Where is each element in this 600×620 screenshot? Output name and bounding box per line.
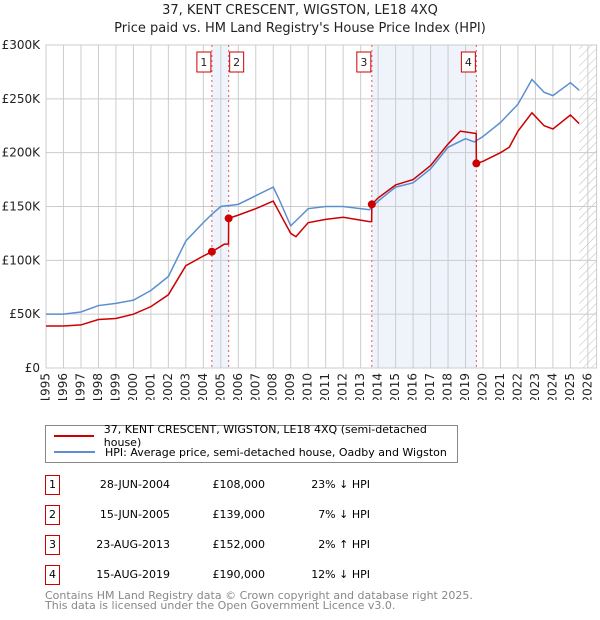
x-tick-label: 2018	[441, 373, 455, 400]
footer-line-2: This data is licensed under the Open Gov…	[45, 599, 396, 612]
x-tick-label: 1999	[108, 373, 122, 400]
x-tick-label: 2024	[545, 373, 559, 400]
sale-date: 28-JUN-2004	[99, 478, 170, 491]
sale-label-4: 4	[465, 56, 472, 69]
x-tick-label: 2006	[231, 373, 245, 400]
y-tick-label: £100K	[2, 253, 42, 267]
sale-hpi-diff: 7% ↓ HPI	[318, 508, 370, 521]
x-tick-label: 2015	[388, 373, 402, 400]
x-tick-label: 2010	[301, 373, 315, 400]
x-tick-label: 2025	[563, 373, 577, 400]
x-tick-label: 2020	[476, 373, 490, 400]
x-tick-label: 2001	[143, 373, 157, 400]
sale-number: 3	[45, 535, 60, 555]
legend-swatch-blue	[54, 451, 95, 453]
sale-number: 4	[45, 565, 60, 585]
sale-price: £108,000	[212, 478, 266, 491]
x-tick-label: 2012	[336, 373, 350, 400]
x-tick-label: 2011	[318, 373, 332, 400]
x-tick-label: 2022	[510, 373, 524, 400]
x-tick-label: 2019	[458, 373, 472, 400]
x-tick-label: 2000	[126, 373, 140, 400]
sale-point	[472, 159, 481, 168]
legend-item-hpi: HPI: Average price, semi-detached house,…	[54, 444, 447, 460]
sale-number: 1	[45, 475, 60, 495]
sale-price: £190,000	[212, 568, 266, 581]
sale-label-box	[229, 51, 245, 73]
x-tick-label: 2003	[178, 373, 192, 400]
x-tick-label: 2023	[528, 373, 542, 400]
sale-row: 1 28-JUN-2004 £108,000 23% ↓ HPI	[45, 475, 445, 495]
y-tick-label: £300K	[2, 38, 42, 52]
x-tick-label: 2017	[423, 373, 437, 400]
x-tick-label: 2002	[161, 373, 175, 400]
y-tick-label: £150K	[2, 200, 42, 214]
legend-item-property: 37, KENT CRESCENT, WIGSTON, LE18 4XQ (se…	[54, 423, 457, 449]
x-tick-label: 2008	[266, 373, 280, 400]
sale-row: 2 15-JUN-2005 £139,000 7% ↓ HPI	[45, 505, 445, 525]
plot-border	[45, 44, 598, 369]
sale-date: 15-JUN-2005	[99, 508, 170, 521]
price-chart: 1995 1996 1997 1998 1999 2000 2001 2002 2003 2004…	[2, 38, 598, 400]
x-tick-label: 1996	[56, 373, 70, 400]
sale-point	[207, 247, 216, 256]
sale-label-1: 1	[200, 56, 207, 69]
property-price-line	[46, 111, 580, 327]
sale-row: 3 23-AUG-2013 £152,000 2% ↑ HPI	[45, 535, 445, 555]
legend-swatch-red	[54, 435, 94, 437]
sale-label-3: 3	[360, 56, 367, 69]
sale-hpi-diff: 2% ↑ HPI	[318, 538, 370, 551]
x-tick-label: 2014	[371, 373, 385, 400]
sale-point	[224, 214, 233, 223]
x-tick-label: 2009	[283, 373, 297, 400]
y-tick-label: £50K	[9, 307, 41, 321]
y-tick-label: £200K	[2, 146, 42, 160]
sale-price: £139,000	[212, 508, 266, 521]
sale-point	[367, 200, 376, 209]
hpi-line	[46, 78, 580, 315]
sale-label-box	[356, 51, 372, 73]
x-tick-label: 1995	[39, 373, 53, 400]
footer-line-1: Contains HM Land Registry data © Crown c…	[45, 589, 473, 602]
sale-date: 15-AUG-2019	[96, 568, 170, 581]
sale-hpi-diff: 23% ↓ HPI	[311, 478, 370, 491]
x-tick-label: 2007	[248, 373, 262, 400]
legend-label: HPI: Average price, semi-detached house,…	[105, 445, 447, 459]
y-tick-label: £0	[25, 361, 40, 375]
x-tick-label: 1997	[73, 373, 87, 400]
chart-subtitle: Price paid vs. HM Land Registry's House …	[114, 21, 486, 36]
sale-hpi-diff: 12% ↓ HPI	[311, 568, 370, 581]
y-tick-label: £250K	[2, 92, 42, 106]
legend-label: 37, KENT CRESCENT, WIGSTON, LE18 4XQ (se…	[103, 423, 427, 449]
x-tick-label: 2013	[353, 373, 367, 400]
x-tick-label: 2005	[213, 373, 227, 400]
sale-row: 4 15-AUG-2019 £190,000 12% ↓ HPI	[45, 565, 445, 585]
x-tick-label: 2026	[580, 373, 594, 400]
x-tick-label: 2004	[196, 373, 210, 400]
x-tick-label: 2016	[406, 373, 420, 400]
x-tick-label: 1998	[91, 373, 105, 400]
legend: 37, KENT CRESCENT, WIGSTON, LE18 4XQ (se…	[45, 423, 458, 463]
sale-price: £152,000	[212, 538, 266, 551]
sale-date: 23-AUG-2013	[96, 538, 170, 551]
sale-label-box	[196, 51, 212, 73]
sale-label-2: 2	[233, 56, 240, 69]
sale-label-box	[460, 51, 476, 73]
chart-title: 37, KENT CRESCENT, WIGSTON, LE18 4XQ	[162, 3, 438, 18]
x-tick-label: 2021	[493, 373, 507, 400]
sale-number: 2	[45, 505, 60, 525]
